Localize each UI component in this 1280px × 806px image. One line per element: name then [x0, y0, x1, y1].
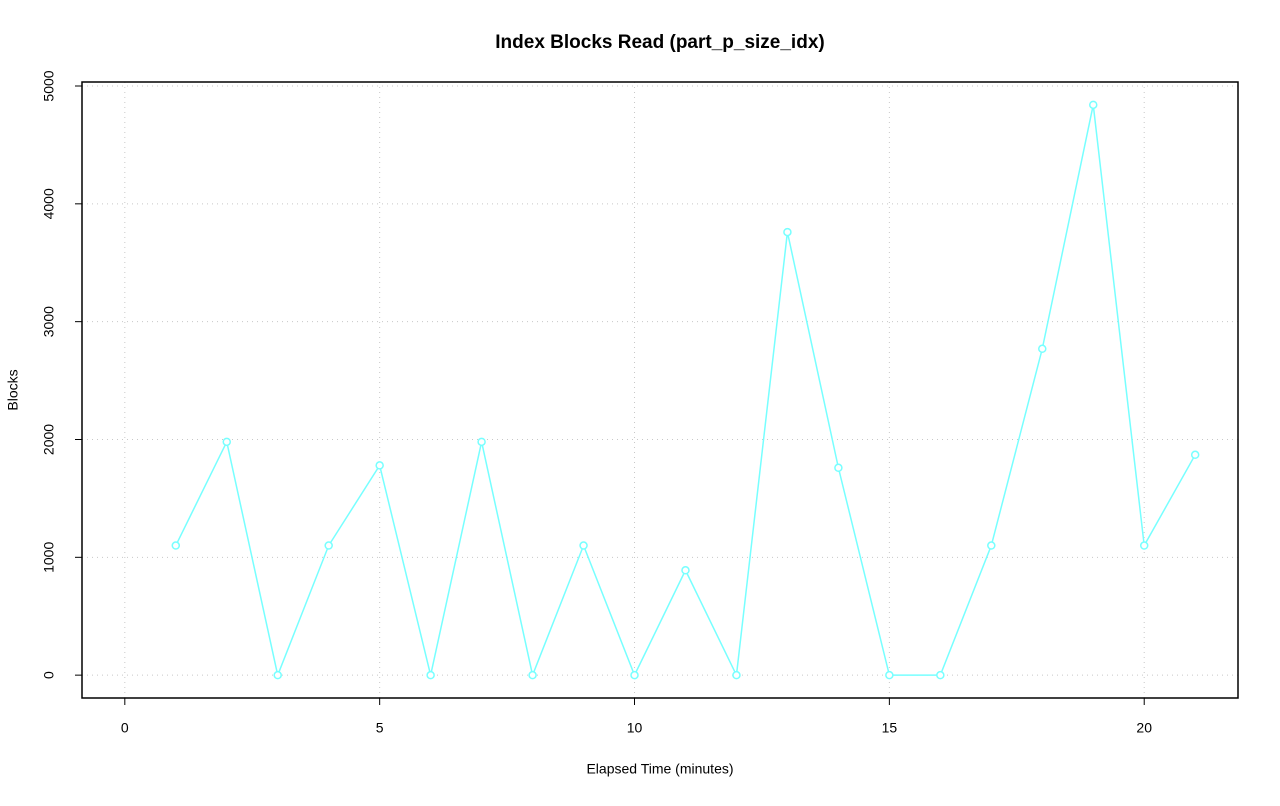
data-point — [732, 670, 741, 680]
data-point — [1088, 100, 1098, 110]
data-point — [834, 463, 843, 473]
x-axis-label: Elapsed Time (minutes) — [586, 761, 733, 777]
y-tick-label: 5000 — [41, 70, 57, 101]
y-tick-label: 2000 — [41, 424, 57, 455]
data-point — [987, 541, 996, 550]
data-point — [222, 437, 232, 447]
data-point — [579, 541, 588, 550]
x-tick-label: 10 — [627, 720, 643, 736]
chart-title: Index Blocks Read (part_p_size_idx) — [495, 32, 824, 53]
y-tick-label: 3000 — [41, 306, 57, 337]
data-point — [885, 670, 894, 680]
y-tick-label: 1000 — [41, 542, 57, 573]
data-point — [273, 670, 282, 680]
y-tick-label: 4000 — [41, 188, 57, 219]
data-point — [477, 437, 486, 447]
x-tick-label: 0 — [121, 720, 129, 736]
x-tick-label: 20 — [1136, 720, 1152, 736]
x-tick-label: 5 — [376, 720, 384, 736]
data-point — [1190, 450, 1200, 460]
data-point — [324, 541, 333, 550]
data-point — [783, 227, 792, 237]
data-point — [528, 670, 537, 680]
data-line — [175, 104, 1196, 678]
data-point — [426, 670, 435, 680]
y-axis-label: Blocks — [5, 369, 21, 410]
x-tick-label: 15 — [882, 720, 898, 736]
data-point — [1038, 344, 1047, 354]
y-tick-label: 0 — [41, 671, 57, 679]
data-point — [171, 541, 181, 550]
data-point — [1139, 541, 1149, 550]
data-point — [936, 670, 945, 680]
data-point — [630, 670, 639, 680]
data-point — [681, 566, 690, 575]
plot-frame — [81, 81, 1239, 699]
data-point — [375, 461, 384, 470]
